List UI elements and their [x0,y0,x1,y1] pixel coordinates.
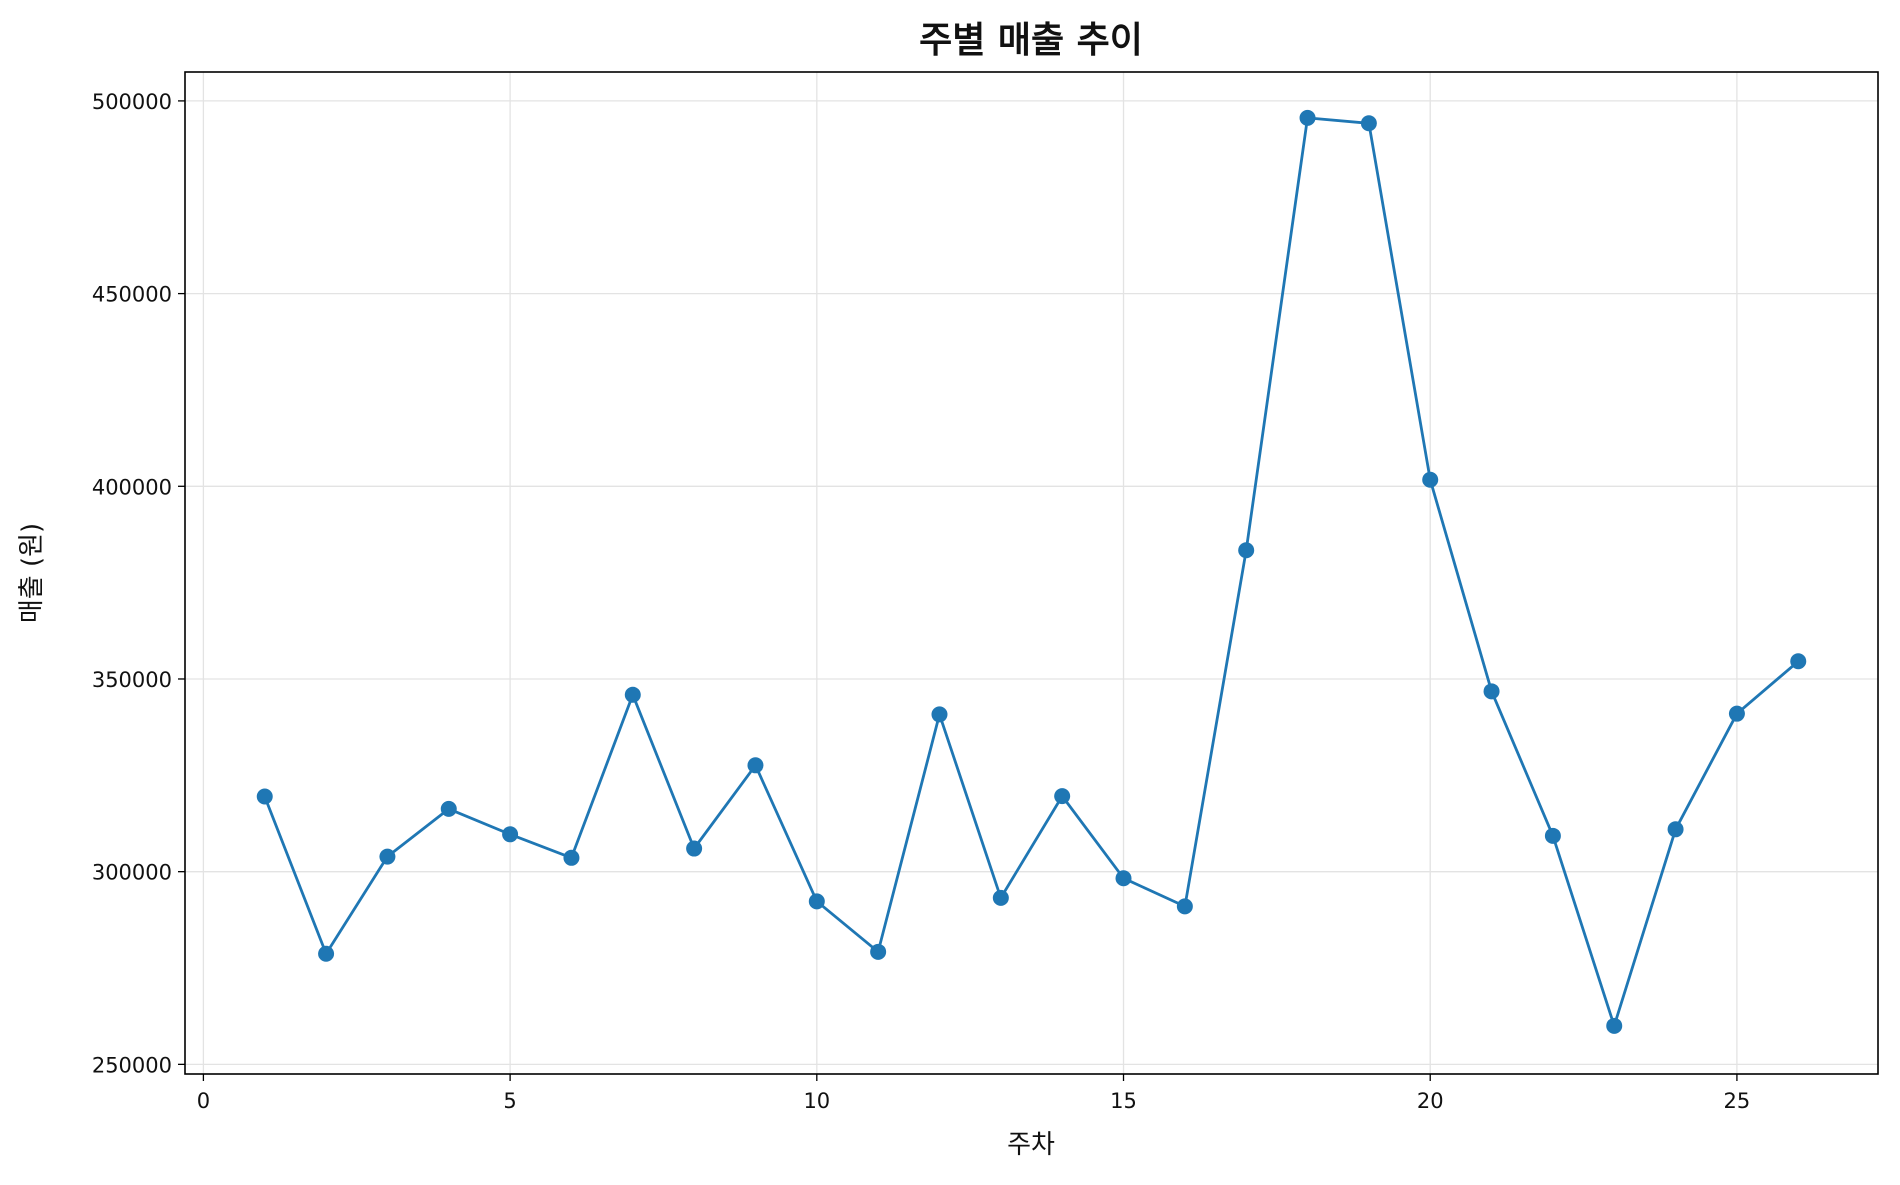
data-point [256,788,273,805]
y-tick-label: 450000 [92,283,172,307]
series-layer [256,109,1807,1034]
y-tick-label: 500000 [92,90,172,114]
data-point [624,686,641,703]
data-point [1667,821,1684,838]
series-line [263,116,1800,1028]
data-point [318,945,335,962]
plot-frame [184,71,1879,1075]
y-tick-label: 400000 [92,475,172,499]
x-tick-label: 20 [1417,1089,1444,1113]
chart-title: 주별 매출 추이 [919,20,1143,61]
data-point [931,706,948,723]
data-point [379,848,396,865]
y-tick-label: 300000 [92,861,172,885]
data-point [1238,542,1255,559]
data-point [502,826,519,843]
data-point [1115,870,1132,887]
data-point [747,757,764,774]
data-point [1176,898,1193,915]
y-tick-label: 350000 [92,668,172,692]
data-point [1422,471,1439,488]
data-point [870,943,887,960]
x-tick-label: 10 [803,1089,830,1113]
x-tick-label: 5 [503,1089,516,1113]
data-point [1790,653,1807,670]
x-tick-label: 25 [1724,1089,1751,1113]
x-tick-label: 15 [1110,1089,1137,1113]
y-tick-label: 250000 [92,1053,172,1077]
x-axis-ticks: 0 5 10 15 20 25 [197,1074,1751,1113]
data-point [1299,109,1316,126]
data-point [808,893,825,910]
data-point [992,889,1009,906]
data-point [686,840,703,857]
x-axis-label: 주차 [1007,1130,1055,1160]
data-point [1054,788,1071,805]
x-tick-label: 0 [197,1089,210,1113]
data-point [1728,705,1745,722]
y-axis-ticks: 250000 300000 350000 400000 450000 500000 [92,90,185,1077]
grid [185,72,1878,1074]
y-axis-label: 매출 (원) [17,523,47,623]
data-point [1544,827,1561,844]
data-point [1606,1017,1623,1034]
data-point [440,800,457,817]
data-point [1360,115,1377,132]
data-point [1483,683,1500,700]
data-point [563,849,580,866]
